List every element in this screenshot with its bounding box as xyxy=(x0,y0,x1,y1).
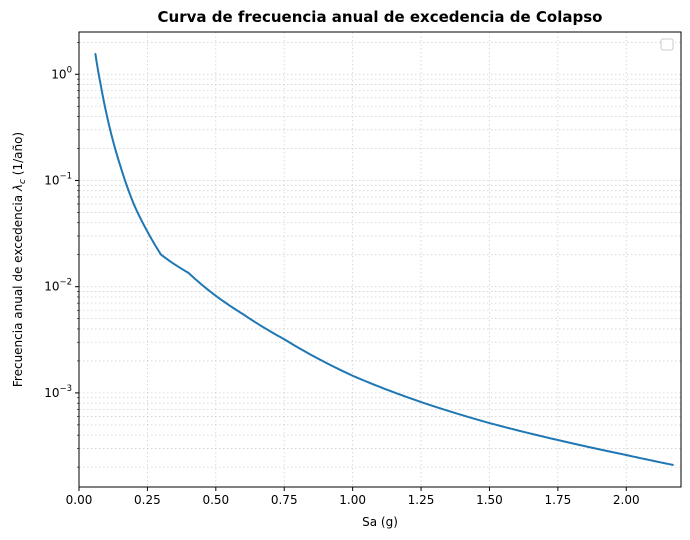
y-tick-label: 10−3 xyxy=(44,384,72,400)
legend-box xyxy=(660,38,674,51)
y-axis-label-text: Frecuencia anual de excedencia xyxy=(11,191,25,387)
x-axis-label: Sa (g) xyxy=(362,515,398,529)
grid xyxy=(78,32,681,487)
x-tick-label: 1.50 xyxy=(476,493,503,507)
y-axis-label-subscript: c xyxy=(18,179,28,184)
x-tick-label: 0.00 xyxy=(66,493,93,507)
series-line xyxy=(94,53,674,466)
series-layer xyxy=(94,53,674,466)
y-axis-label-symbol: λ xyxy=(11,184,25,192)
ticks: 0.00 0.25 0.50 0.75 1.00 1.25 1.50 1.75 2.00 10−3… xyxy=(44,41,640,507)
x-tick-label: 1.25 xyxy=(408,493,435,507)
y-axis-label-units: (1/año) xyxy=(11,132,25,179)
x-tick-label: 1.00 xyxy=(339,493,366,507)
x-tick-label: 0.75 xyxy=(271,493,298,507)
y-tick-label: 10−2 xyxy=(44,278,72,294)
y-tick-label: 100 xyxy=(51,65,72,81)
x-tick-label: 1.75 xyxy=(545,493,572,507)
x-tick-label: 0.50 xyxy=(202,493,229,507)
x-tick-label: 0.25 xyxy=(134,493,161,507)
x-tick-label: 2.00 xyxy=(613,493,640,507)
y-tick-label: 10−1 xyxy=(44,171,72,187)
y-axis-label: Frecuencia anual de excedencia λc (1/año… xyxy=(11,132,28,387)
chart-title: Curva de frecuencia anual de excedencia … xyxy=(158,8,603,26)
plot-frame xyxy=(78,31,682,488)
